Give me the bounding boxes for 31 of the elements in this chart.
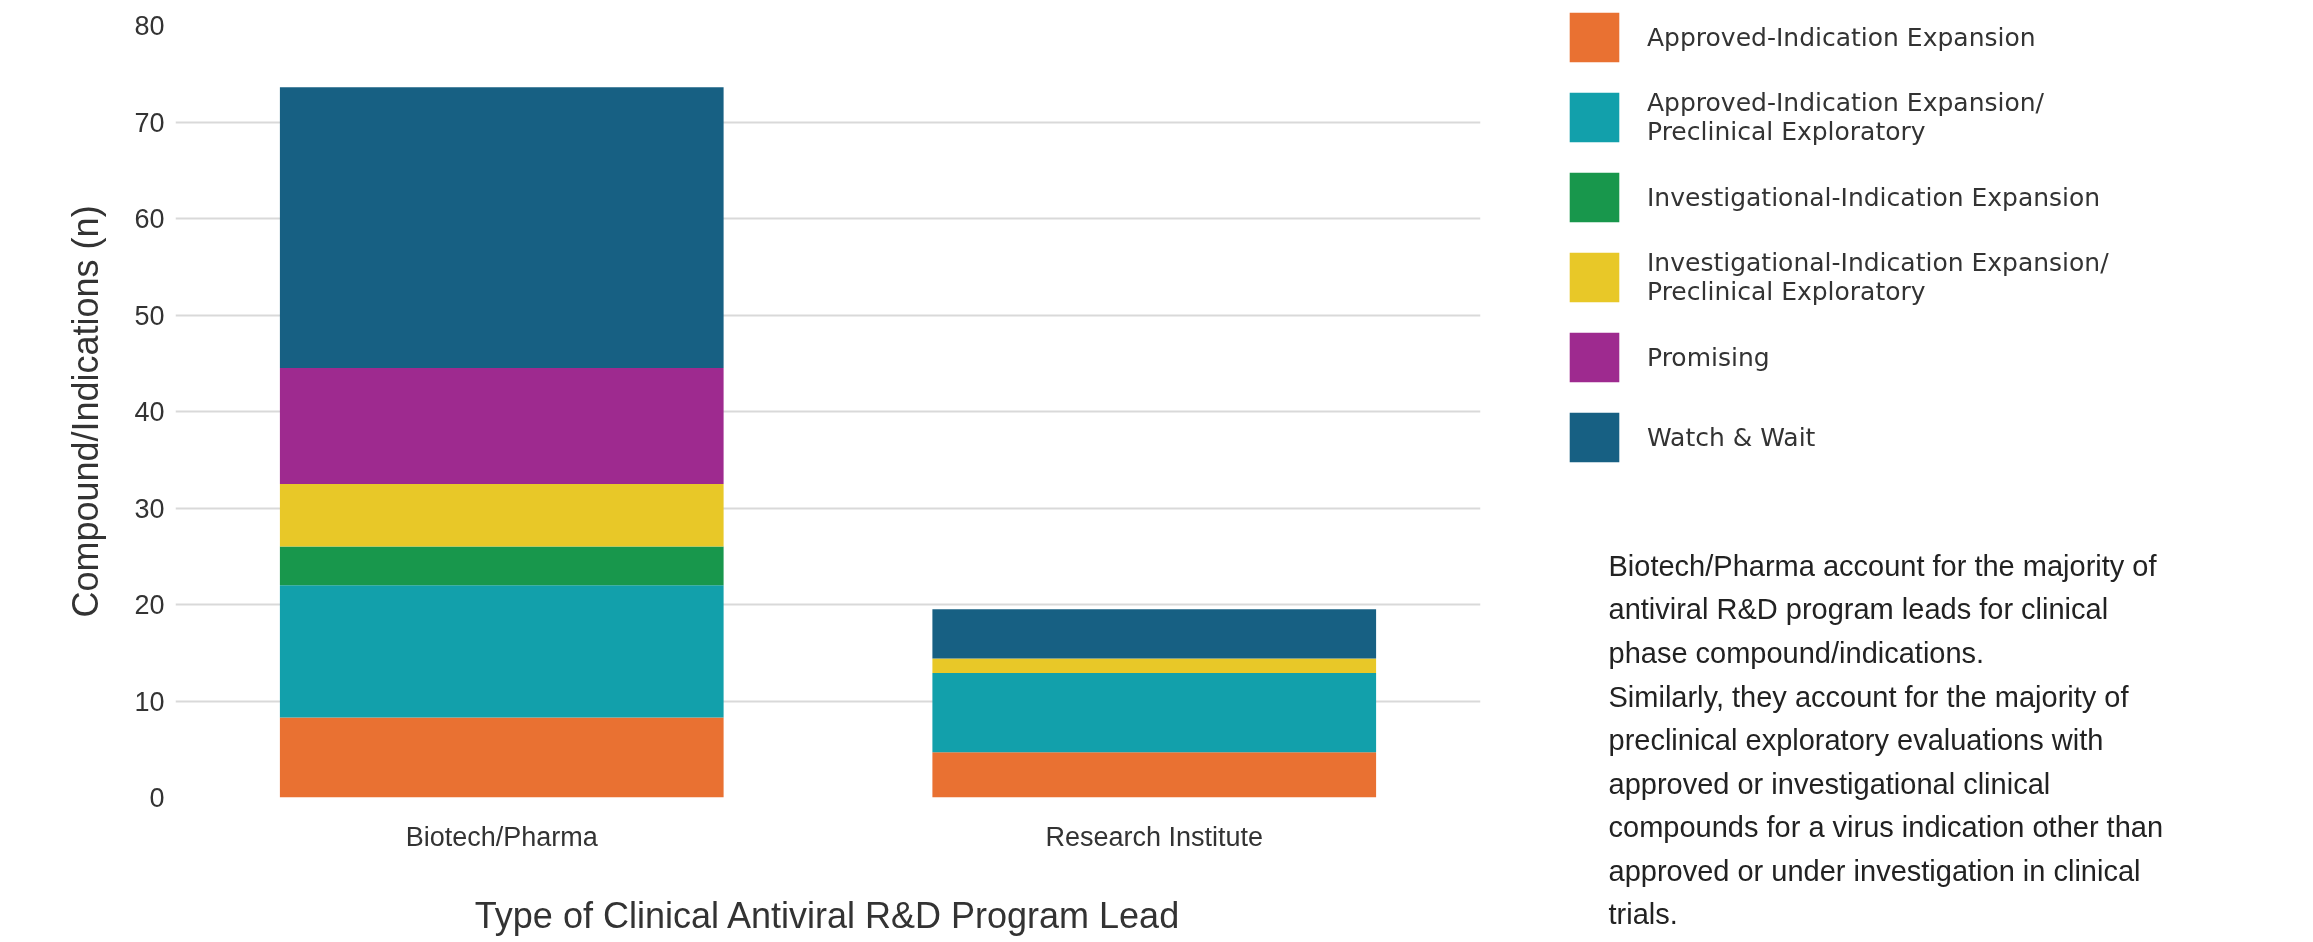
y-tick-label: 70 <box>134 107 165 138</box>
legend-label: Promising <box>1647 342 1770 372</box>
x-tick-label: Research Institute <box>1045 821 1264 852</box>
x-tick-label: Biotech/Pharma <box>405 821 599 852</box>
bar <box>279 585 724 718</box>
bar <box>279 368 724 484</box>
y-tick-label: 80 <box>134 11 165 41</box>
legend-label: Investigational-Indication Expansion <box>1647 182 2101 212</box>
y-tick-label: 20 <box>134 590 165 620</box>
bar <box>279 87 724 369</box>
bar <box>932 752 1377 798</box>
legend-label: Approved-Indication Expansion/ Preclinical Exploratory <box>1647 88 2045 146</box>
text: Biotech/Pharma account for the majority of antiviral R&D program leads for clinical phase compound/indications. <box>1608 549 2158 669</box>
y-tick-label: 50 <box>134 300 165 331</box>
y-tick-label: 40 <box>134 397 165 427</box>
bar <box>932 673 1377 753</box>
legend-label: Approved-Indication Expansion <box>1647 22 2036 52</box>
bar <box>279 546 724 586</box>
bar <box>932 658 1377 674</box>
y-tick-label: 60 <box>134 204 165 234</box>
y-axis-title: Compound/Indications (n) <box>65 205 107 618</box>
bar <box>932 609 1377 659</box>
x-axis-title: Type of Clinical Antiviral R&D Program Lead <box>474 894 1180 936</box>
legend-label: Watch & Wait <box>1647 422 1816 452</box>
legend-label: Investigational-Indication Expansion/ Preclinical Exploratory <box>1647 248 2109 306</box>
bar <box>279 717 724 798</box>
bar <box>279 483 724 547</box>
y-tick-label: 30 <box>134 493 165 524</box>
y-tick-label: 0 <box>149 783 165 813</box>
y-tick-label: 10 <box>134 686 165 717</box>
text: Similarly, they account for the majority of preclinical exploratory evaluations with approved or investigational clinical compounds for a virus indication other than approved or under investigation in clinical trials. <box>1608 680 2164 931</box>
